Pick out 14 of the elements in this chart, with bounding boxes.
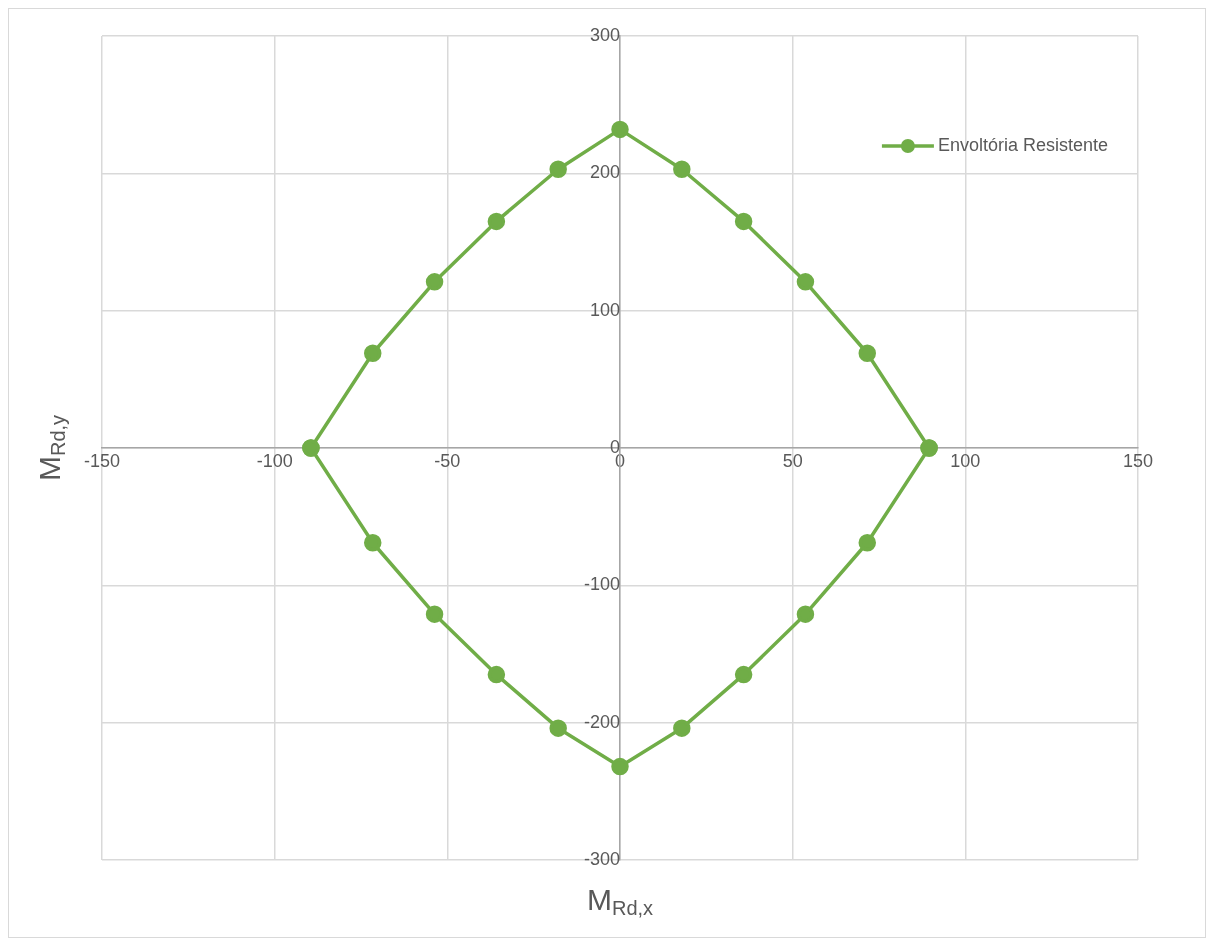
y-tick-label: 100 [589, 299, 620, 320]
x-tick-label: -100 [256, 450, 293, 471]
x-tick-label: -50 [434, 450, 461, 471]
y-axis-title: MRd,y [33, 414, 69, 482]
y-tick-label: -100 [583, 574, 620, 595]
y-tick-label: -200 [583, 711, 620, 732]
y-tick-label: 300 [589, 24, 620, 45]
y-tick-label: 200 [589, 162, 620, 183]
x-tick-label: 150 [1122, 450, 1154, 471]
x-tick-label: 100 [950, 450, 981, 471]
x-tick-label: -150 [83, 450, 121, 471]
x-tick-label: 50 [782, 450, 803, 471]
y-tick-label: -300 [583, 848, 620, 869]
legend-label: Envoltória Resistente [937, 134, 1109, 155]
